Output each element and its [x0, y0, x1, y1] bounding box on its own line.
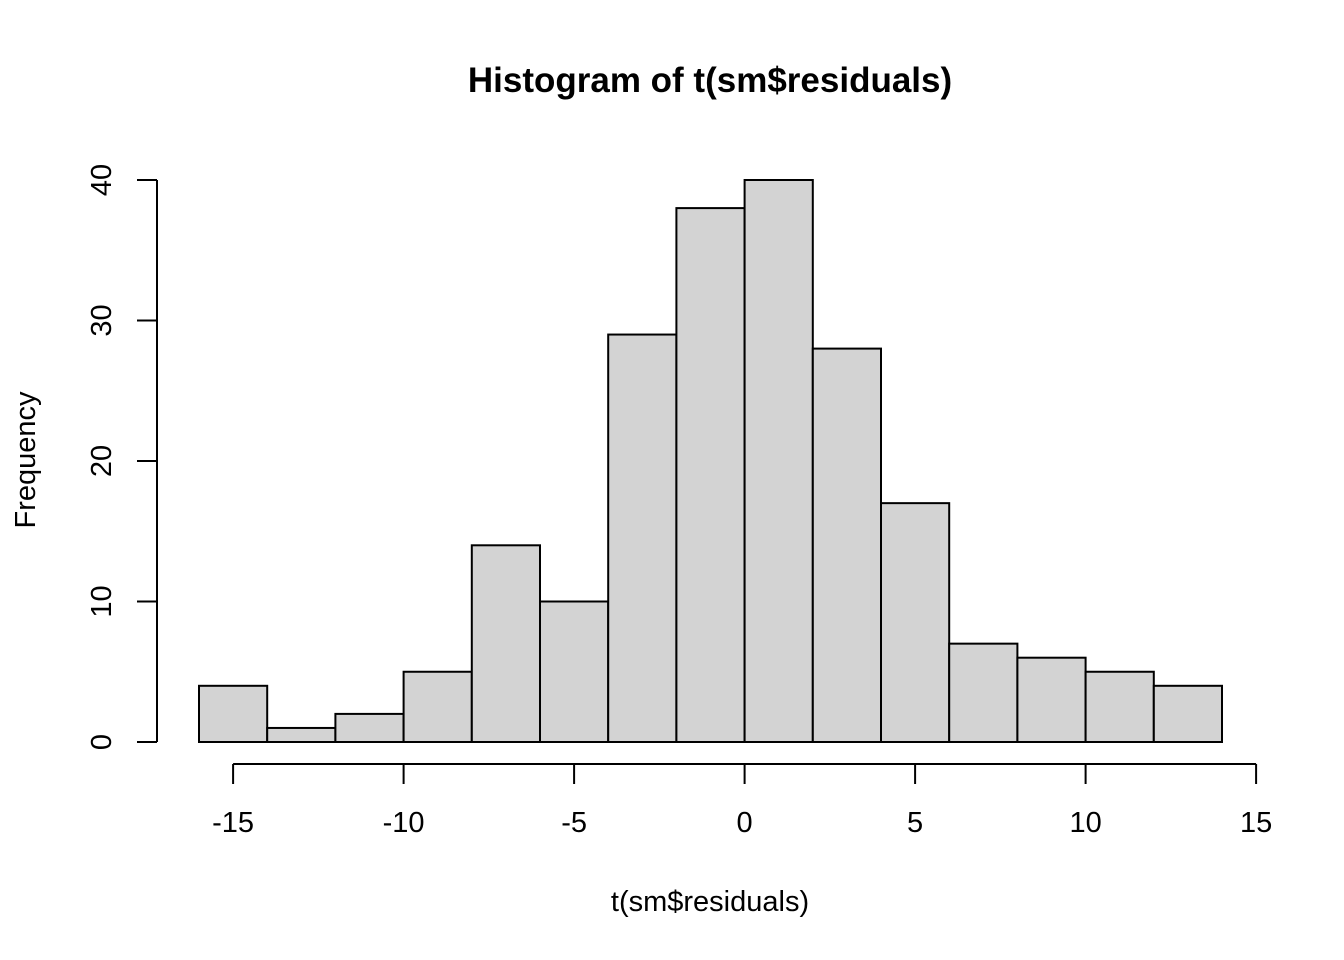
x-axis: -15 -10 -5 0 5 10 15 [212, 763, 1272, 839]
histogram-bar [607, 333, 678, 743]
histogram-bar [470, 544, 541, 743]
y-tick-label: 10 [86, 585, 118, 617]
histogram-bar [266, 726, 337, 744]
histogram-bar [880, 502, 951, 743]
y-tick-label: 40 [86, 164, 118, 196]
histogram-bar [1016, 656, 1087, 744]
x-tick-label: 5 [907, 807, 923, 839]
y-axis: 0 10 20 30 40 [86, 164, 158, 750]
histogram-bar [198, 684, 269, 743]
histogram-bar [743, 179, 814, 743]
bars-group [198, 179, 1224, 744]
y-tick-label: 0 [86, 734, 118, 750]
histogram-bar [334, 712, 405, 744]
histogram-bar [675, 207, 746, 744]
histogram-bar [1152, 684, 1224, 743]
y-tick-label: 20 [86, 445, 118, 477]
x-tick-label: 15 [1240, 807, 1272, 839]
chart-title: Histogram of t(sm$residuals) [468, 61, 952, 100]
x-tick-label: -15 [212, 807, 254, 839]
x-axis-title: t(sm$residuals) [611, 886, 809, 918]
histogram-bar [1084, 670, 1155, 743]
x-tick-label: -5 [561, 807, 587, 839]
histogram-bar [948, 642, 1019, 744]
histogram-bar [402, 670, 473, 743]
y-axis-title: Frequency [10, 391, 42, 529]
x-tick-label: 10 [1069, 807, 1101, 839]
y-tick-label: 30 [86, 304, 118, 336]
x-tick-label: -10 [383, 807, 425, 839]
x-tick-label: 0 [737, 807, 753, 839]
histogram-bar [539, 600, 610, 743]
histogram-bar [811, 347, 882, 743]
